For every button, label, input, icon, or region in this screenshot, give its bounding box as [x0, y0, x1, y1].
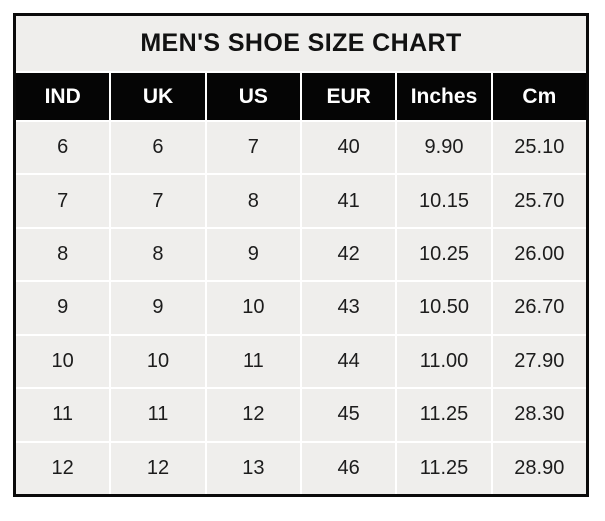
cell: 8: [111, 228, 205, 281]
cell: 11.25: [397, 389, 491, 441]
cell: 9: [111, 282, 205, 334]
cell: 10.50: [397, 282, 491, 334]
cell: 12: [16, 442, 110, 494]
cell: 7: [111, 175, 205, 227]
cell: 9: [206, 228, 300, 281]
cell: 12: [111, 442, 205, 494]
cell: 6: [111, 122, 205, 174]
column-header-ind: IND: [16, 73, 110, 120]
cell: 6: [16, 122, 110, 174]
cell: 25.70: [492, 175, 586, 227]
cell: 12: [206, 389, 300, 441]
cell: 46: [302, 442, 396, 494]
cell: 42: [302, 228, 396, 281]
chart-title: MEN'S SHOE SIZE CHART: [16, 16, 586, 71]
cell: 7: [206, 122, 300, 174]
cell: 11.25: [397, 442, 491, 494]
cell: 45: [302, 389, 396, 441]
column-header-cm: Cm: [492, 73, 586, 120]
cell: 9.90: [397, 122, 491, 174]
cell: 27.90: [492, 335, 586, 388]
cell: 28.90: [492, 442, 586, 494]
column-header-uk: UK: [111, 73, 205, 120]
cell: 11: [111, 389, 205, 441]
cell: 26.00: [492, 228, 586, 281]
shoe-size-chart: MEN'S SHOE SIZE CHART IND UK US EUR Inch…: [13, 13, 589, 497]
cell: 40: [302, 122, 396, 174]
cell: 11: [16, 389, 110, 441]
cell: 13: [206, 442, 300, 494]
cell: 11.00: [397, 335, 491, 388]
cell: 11: [206, 335, 300, 388]
cell: 10.15: [397, 175, 491, 227]
cell: 10.25: [397, 228, 491, 281]
cell: 10: [206, 282, 300, 334]
cell: 28.30: [492, 389, 586, 441]
cell: 8: [206, 175, 300, 227]
column-header-us: US: [206, 73, 300, 120]
cell: 44: [302, 335, 396, 388]
cell: 10: [16, 335, 110, 388]
cell: 10: [111, 335, 205, 388]
cell: 8: [16, 228, 110, 281]
column-header-inches: Inches: [397, 73, 491, 120]
cell: 7: [16, 175, 110, 227]
cell: 41: [302, 175, 396, 227]
cell: 9: [16, 282, 110, 334]
size-table: MEN'S SHOE SIZE CHART IND UK US EUR Inch…: [16, 16, 586, 494]
column-header-eur: EUR: [302, 73, 396, 120]
cell: 43: [302, 282, 396, 334]
cell: 25.10: [492, 122, 586, 174]
cell: 26.70: [492, 282, 586, 334]
